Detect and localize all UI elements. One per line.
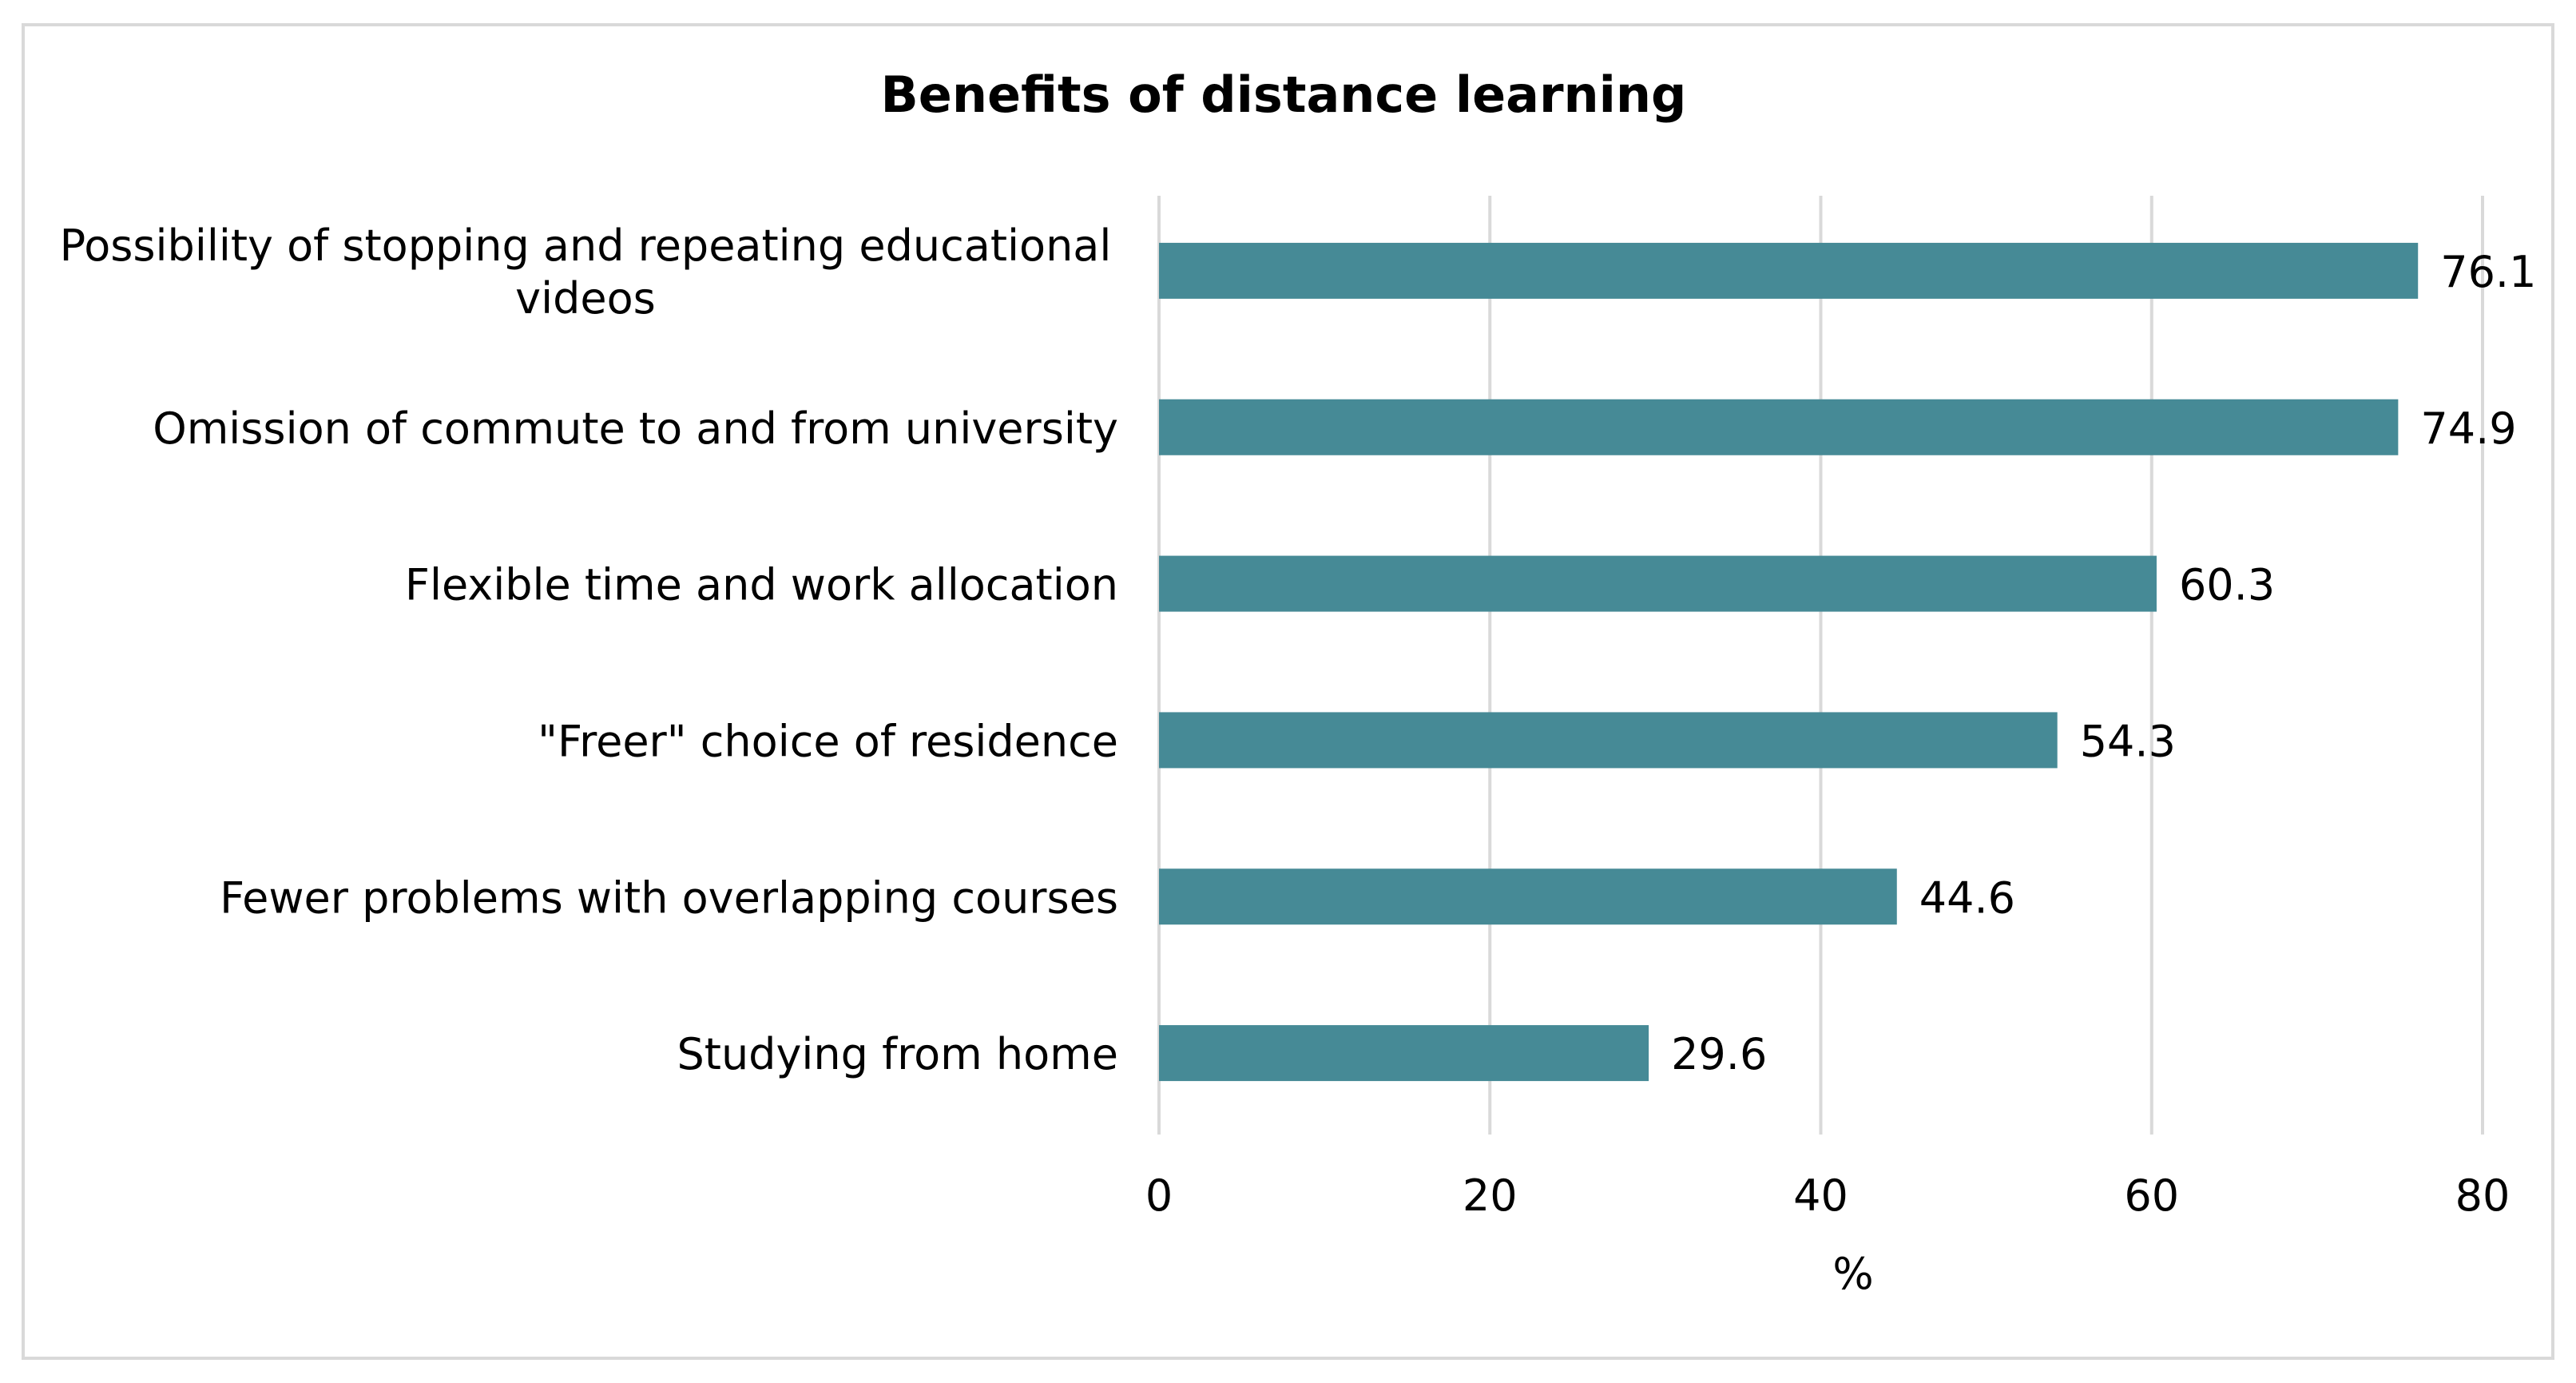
category-label: Studying from home xyxy=(677,1029,1119,1079)
x-tick-label: 60 xyxy=(2124,1170,2179,1221)
gridlines xyxy=(1157,196,2484,1135)
category-label: Omission of commute to and from universi… xyxy=(153,403,1118,454)
data-label: 60.3 xyxy=(2179,560,2275,610)
category-label: Fewer problems with overlapping courses xyxy=(220,872,1118,923)
x-tick-label: 0 xyxy=(1145,1170,1173,1221)
x-tick-label: 40 xyxy=(1793,1170,1848,1221)
data-label: 44.6 xyxy=(1919,872,2015,923)
bar xyxy=(1159,868,1897,925)
x-axis-title: % xyxy=(1832,1249,1873,1299)
bar xyxy=(1159,399,2399,455)
category-label: Possibility of stopping and repeating ed… xyxy=(60,221,1112,324)
x-tick-label: 20 xyxy=(1463,1170,1518,1221)
chart-title: Benefits of distance learning xyxy=(881,66,1687,124)
bar xyxy=(1159,712,2058,769)
data-label: 76.1 xyxy=(2440,247,2536,297)
x-tick-label: 80 xyxy=(2455,1170,2511,1221)
bar xyxy=(1159,555,2157,612)
category-labels: Possibility of stopping and repeating ed… xyxy=(60,221,1118,1079)
data-label: 74.9 xyxy=(2420,403,2516,454)
data-label: 54.3 xyxy=(2080,716,2176,766)
bar xyxy=(1159,242,2419,299)
bars: 76.1 74.9 60.3 54.3 44.6 29.6 xyxy=(1159,242,2536,1082)
category-label: "Freer" choice of residence xyxy=(538,716,1118,766)
bar xyxy=(1159,1025,1649,1082)
category-label: Flexible time and work allocation xyxy=(405,560,1118,610)
x-tick-labels: 0 20 40 60 80 xyxy=(1145,1170,2511,1221)
data-label: 29.6 xyxy=(1671,1029,1767,1079)
